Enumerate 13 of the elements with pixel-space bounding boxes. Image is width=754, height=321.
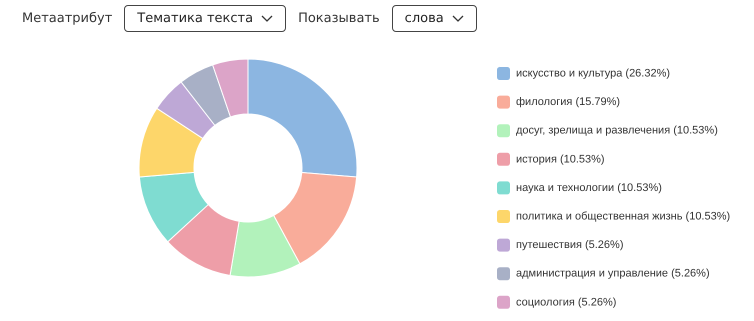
legend-label: администрация и управление (5.26%) xyxy=(516,268,710,280)
text: слова xyxy=(392,5,477,32)
legend-label: история (10.53%) xyxy=(516,153,605,166)
legend-label: досуг, зрелища и развлечения (10.53%) xyxy=(516,124,718,137)
text: Метаатрибут xyxy=(22,11,112,26)
legend-label: филология (15.79%) xyxy=(516,96,620,108)
legend-label: искусство и культура (26.32%) xyxy=(516,68,670,80)
text: Показывать xyxy=(298,11,380,26)
legend-label: путешествия (5.26%) xyxy=(516,239,624,252)
legend-label: политика и общественная жизнь (10.53%) xyxy=(516,210,730,222)
text: Тематика текста xyxy=(124,5,286,32)
legend-label: социология (5.26%) xyxy=(516,296,616,308)
legend-label: наука и технологии (10.53%) xyxy=(516,182,662,194)
